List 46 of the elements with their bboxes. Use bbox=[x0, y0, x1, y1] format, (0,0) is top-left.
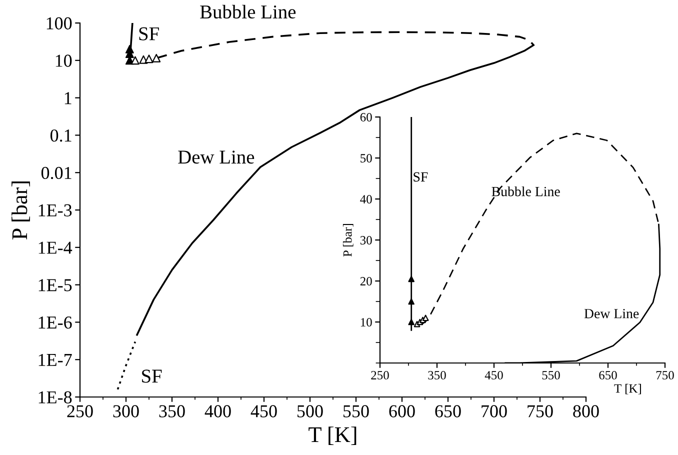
x-axis-title: T [K] bbox=[308, 426, 356, 445]
series-label: SF bbox=[414, 172, 428, 182]
x-tick-label: 400 bbox=[204, 405, 231, 418]
x-tick-label: 600 bbox=[389, 405, 415, 418]
x-tick-label: 300 bbox=[113, 405, 139, 418]
y-tick-label: 100 bbox=[46, 17, 72, 30]
x-tick-label: 250 bbox=[67, 405, 93, 418]
y-tick-label: 0.01 bbox=[41, 166, 72, 180]
series-label: SF bbox=[142, 370, 162, 383]
x-axis-title: T [K] bbox=[614, 384, 641, 394]
y-tick-label: 10 bbox=[56, 54, 72, 67]
y-tick-label: 50 bbox=[360, 154, 372, 162]
y-tick-label: 1E-5 bbox=[38, 279, 72, 292]
x-tick-label: 550 bbox=[344, 405, 369, 418]
x-tick-label: 550 bbox=[542, 371, 560, 380]
x-tick-label: 700 bbox=[482, 405, 507, 418]
x-tick-label: 500 bbox=[298, 405, 323, 418]
x-tick-label: 350 bbox=[159, 405, 185, 418]
y-axis-title: P [bar] bbox=[342, 224, 354, 257]
x-tick-label: 750 bbox=[656, 371, 674, 380]
x-tick-label: 250 bbox=[371, 371, 389, 380]
y-tick-label: 20 bbox=[360, 277, 372, 286]
series-label: SF bbox=[139, 27, 159, 40]
y-tick-label: 0.1 bbox=[50, 129, 72, 142]
x-tick-label: 800 bbox=[573, 405, 599, 418]
series-label: Bubble Line bbox=[492, 186, 560, 196]
y-tick-label: 1 bbox=[64, 92, 72, 104]
x-tick-label: 650 bbox=[435, 405, 461, 418]
series-label: Bubble Line bbox=[200, 4, 296, 19]
x-tick-label: 450 bbox=[250, 405, 277, 418]
x-tick-label: 750 bbox=[528, 405, 553, 418]
y-tick-label: 30 bbox=[360, 236, 372, 244]
y-tick-label: 1E-4 bbox=[38, 242, 72, 254]
y-tick-label: 60 bbox=[360, 113, 372, 122]
y-tick-label: 1E-8 bbox=[38, 391, 72, 404]
y-tick-label: 40 bbox=[360, 195, 372, 204]
series-label: Dew Line bbox=[178, 150, 254, 164]
y-tick-label: 1E-6 bbox=[38, 316, 72, 329]
y-tick-label: 1E-3 bbox=[38, 204, 72, 216]
y-tick-label: 1E-7 bbox=[38, 354, 72, 366]
y-tick-label: 10 bbox=[360, 318, 372, 326]
x-tick-label: 350 bbox=[428, 371, 446, 380]
series-label: Dew Line bbox=[584, 308, 639, 318]
x-tick-label: 650 bbox=[599, 371, 617, 380]
x-tick-label: 450 bbox=[484, 371, 503, 380]
y-axis-title: P [bar] bbox=[12, 182, 30, 240]
